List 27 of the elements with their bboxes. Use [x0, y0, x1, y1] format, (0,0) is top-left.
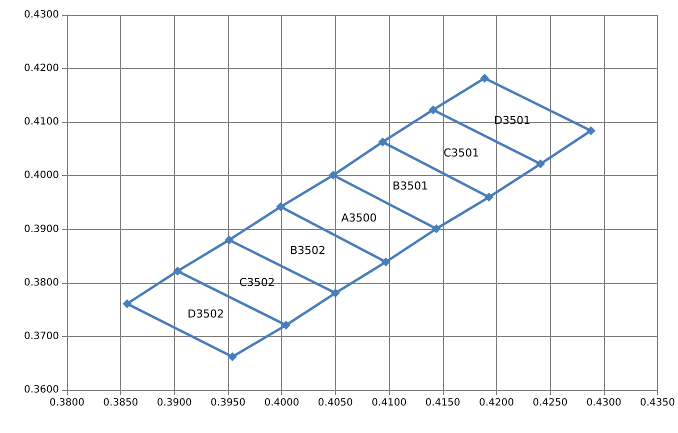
x-tick-label: 0.4350 [640, 398, 676, 408]
y-tick-label: 0.4300 [24, 10, 59, 20]
annotation: B3501 [392, 179, 428, 192]
x-tick-label: 0.4150 [425, 398, 460, 408]
annotation: D3501 [494, 114, 531, 128]
x-tick-label: 0.4000 [264, 398, 300, 408]
annotation: C3502 [239, 276, 275, 289]
y-tick-label: 0.4000 [24, 170, 59, 182]
x-tick-label: 0.4200 [478, 398, 514, 408]
annotation: C3501 [443, 146, 480, 160]
annotation: B3502 [290, 244, 326, 257]
y-tick-label: 0.3800 [24, 277, 59, 288]
x-tick-label: 0.4050 [318, 398, 353, 408]
y-tick-label: 0.4100 [24, 116, 59, 128]
y-tick-label: 0.3600 [24, 384, 59, 396]
x-tick-label: 0.4100 [372, 398, 407, 408]
y-tick-label: 0.3700 [24, 330, 59, 342]
y-tick-label: 0.4200 [24, 63, 59, 74]
annotation: A3500 [341, 212, 377, 225]
x-tick-label: 0.4250 [532, 398, 568, 408]
annotation: D3502 [188, 308, 224, 321]
x-tick-label: 0.3950 [210, 398, 246, 408]
x-tick-label: 0.3850 [103, 398, 138, 408]
x-tick-label: 0.3900 [156, 398, 192, 408]
x-tick-label: 0.3800 [50, 398, 84, 408]
x-tick-label: 0.4300 [586, 398, 622, 408]
y-tick-label: 0.3900 [24, 224, 59, 235]
